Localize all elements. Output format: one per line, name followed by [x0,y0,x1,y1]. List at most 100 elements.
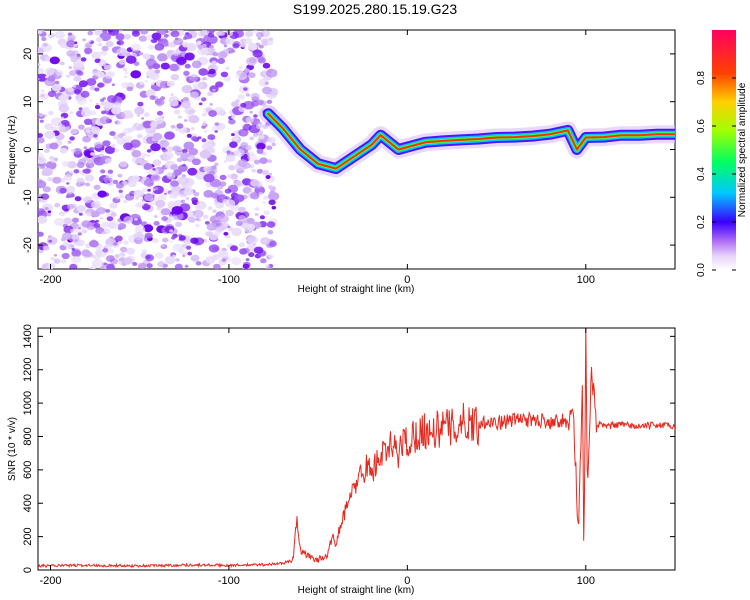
spectrogram-x-ticks: -200 -100 0 100 [39,30,595,286]
noise-blob [265,264,270,268]
noise-blob [250,92,260,100]
noise-blob [78,107,83,111]
noise-blob [47,177,53,182]
noise-blob [170,164,179,171]
noise-blob [99,32,112,42]
noise-blob [71,249,82,258]
noise-blob [190,136,194,140]
noise-blob [95,102,99,106]
noise-blob [61,161,70,167]
noise-blob [100,102,105,106]
spectrogram-y-ticks: -20 -10 0 10 20 [22,48,675,253]
noise-blob [177,176,189,185]
colorbar-tick-label: 0.2 [696,215,707,229]
noise-blob [151,188,156,192]
noise-blob [114,254,120,258]
noise-blob [115,182,124,189]
noise-blob [72,217,79,223]
noise-blob [212,254,221,261]
noise-blob [44,67,56,76]
noise-blob [101,221,109,228]
noise-blob [74,41,78,44]
noise-blob [51,126,57,131]
noise-blob [63,174,73,181]
noise-blob [133,61,140,66]
noise-blob [40,193,50,200]
noise-blob [69,111,74,115]
noise-blob [104,71,114,79]
noise-blob [245,258,250,262]
y-tick-label: 800 [22,427,34,445]
noise-blob [245,116,255,124]
noise-blob [193,191,200,197]
noise-blob [166,80,175,87]
noise-blob [44,206,49,211]
noise-blob [47,32,55,39]
noise-blob [73,44,78,48]
noise-blob [220,71,229,78]
noise-blob [189,74,199,82]
noise-blob [237,159,248,168]
noise-blob [100,169,106,174]
noise-blob [112,179,119,185]
noise-blob [38,63,41,67]
noise-blob [71,248,76,251]
noise-blob [264,81,269,85]
noise-blob [207,91,214,96]
noise-blob [186,133,192,138]
noise-blob [71,255,82,264]
noise-blob [59,128,65,133]
noise-blob [66,50,76,57]
noise-blob [170,180,180,188]
noise-blob [39,119,44,123]
noise-blob [75,69,82,75]
noise-blob [38,231,44,237]
noise-blob [191,158,201,166]
noise-blob [156,110,164,116]
noise-blob [59,61,65,66]
noise-blob [42,186,51,193]
noise-blob [127,180,137,188]
noise-blob [38,47,44,56]
x-tick-label: -200 [39,274,61,286]
y-tick-label: -10 [22,189,34,205]
noise-blob [81,220,92,228]
noise-blob [49,56,60,65]
noise-blob [59,147,68,154]
noise-blob [266,99,273,104]
noise-blob [248,252,255,258]
noise-blob [216,31,223,36]
noise-blob [198,68,209,76]
noise-blob [145,89,156,98]
noise-blob [169,240,173,243]
colorbar-ticks: 0.0 0.2 0.4 0.6 0.8 [696,71,736,277]
x-tick-label: 100 [577,575,595,587]
noise-blob [183,119,188,122]
noise-blob [256,99,264,106]
noise-blob [103,262,108,266]
noise-blob [110,212,117,217]
noise-blob [221,209,225,213]
noise-blob [99,50,104,55]
noise-blob [48,110,54,116]
noise-blob [60,259,67,264]
noise-blob [44,77,56,87]
y-tick-label: -20 [22,237,34,253]
noise-blob [118,260,123,265]
noise-blob [143,112,150,117]
noise-blob [118,59,126,65]
noise-blob [183,187,194,196]
noise-blob [208,73,212,77]
noise-blob [240,102,247,108]
noise-blob [214,230,221,236]
noise-blob [157,53,168,62]
noise-blob [231,257,242,265]
noise-blob [226,150,231,154]
noise-blob [125,55,137,64]
noise-blob [137,262,147,269]
noise-blob [140,152,147,158]
noise-blob [206,223,217,231]
noise-blob [89,99,93,102]
noise-blob [172,145,181,152]
noise-blob [225,154,236,163]
